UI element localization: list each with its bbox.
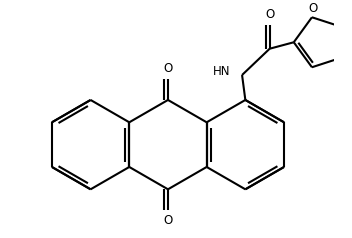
Text: O: O xyxy=(265,8,274,21)
Text: O: O xyxy=(309,2,318,15)
Text: O: O xyxy=(163,214,172,227)
Text: HN: HN xyxy=(213,65,230,78)
Text: O: O xyxy=(163,62,172,75)
